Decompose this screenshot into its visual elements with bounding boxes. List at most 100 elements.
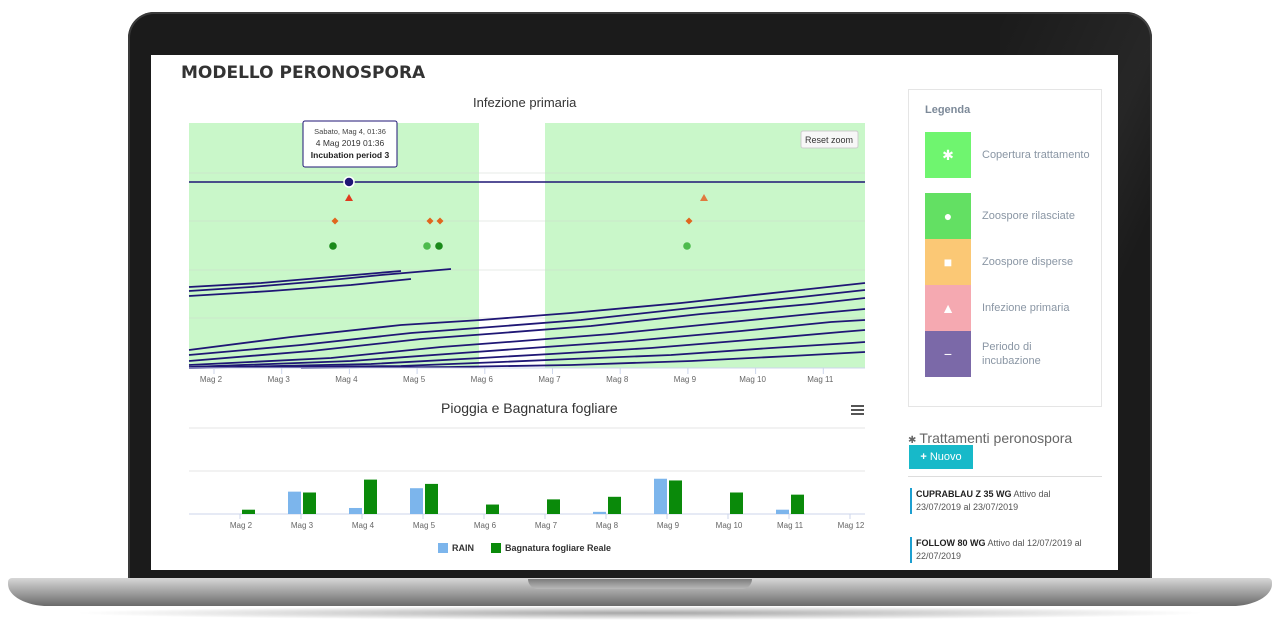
zoospore-released-marker[interactable]: [423, 242, 431, 250]
legend-item-zoospore-disperse: ■ Zoospore disperse: [925, 239, 1095, 285]
series-line: [188, 297, 866, 362]
x-tick-label: Mag 7: [538, 375, 561, 384]
x-tick-label: Mag 11: [777, 521, 804, 530]
rain-bar[interactable]: [593, 511, 606, 514]
legend-item-incubazione: − Periodo di incubazione: [925, 331, 1095, 377]
x-tick-label: Mag 2: [230, 521, 253, 530]
x-tick-label: Mag 3: [268, 375, 291, 384]
legend-panel: Legenda ✱ Copertura trattamento ● Zoospo…: [908, 89, 1102, 407]
laptop-notch: [528, 579, 752, 589]
zoospore-dispersed-marker[interactable]: [331, 217, 339, 225]
legend-wetness-swatch: [491, 543, 501, 553]
circle-icon: ●: [925, 193, 971, 239]
new-treatment-button[interactable]: + Nuovo: [909, 445, 973, 469]
zoospore-released-marker[interactable]: [435, 242, 443, 250]
reset-zoom-button[interactable]: Reset zoom: [800, 130, 859, 149]
page-title: MODELLO PERONOSPORA: [181, 63, 426, 83]
laptop-shadow: [70, 606, 1210, 620]
legend-item-copertura: ✱ Copertura trattamento: [925, 132, 1095, 178]
tooltip-line2: Incubation period 3: [311, 150, 390, 160]
x-tick-label: Mag 4: [335, 375, 358, 384]
wetness-bar[interactable]: [425, 483, 438, 514]
zoospore-released-marker[interactable]: [683, 242, 691, 250]
series-line: [188, 289, 866, 356]
infection-chart[interactable]: Mag 2 Mag 3 Mag 4 Mag 5 Mag 6 Mag 7 Mag 8 Mag 9…: [151, 115, 891, 395]
rain-wetness-chart[interactable]: Mag 2 Mag 3 Mag 4 Mag 5 Mag 6 Mag 7 Mag 8 Mag 9…: [151, 420, 891, 570]
treatment-name: FOLLOW 80 WG: [916, 538, 986, 548]
legend-label-zoospore-disperse: Zoospore disperse: [982, 256, 1074, 268]
series-line: [188, 270, 402, 288]
treatment-item-follow[interactable]: FOLLOW 80 WG Attivo dal 12/07/2019 al 22…: [910, 537, 1094, 563]
x-tick-label: Mag 3: [291, 521, 314, 530]
wetness-bar[interactable]: [608, 496, 621, 514]
wetness-bar[interactable]: [547, 499, 560, 514]
new-treatment-label: Nuovo: [929, 451, 962, 463]
legend-rain-label[interactable]: RAIN: [452, 543, 474, 553]
coverage-band: [545, 123, 865, 368]
tooltip-point[interactable]: [343, 176, 355, 188]
zoospore-dispersed-marker[interactable]: [436, 217, 444, 225]
chart-tooltip: Sabato, Mag 4, 01:36 4 Mag 2019 01:36 In…: [302, 120, 398, 168]
series-line: [188, 268, 452, 292]
tooltip-header: Sabato, Mag 4, 01:36: [314, 127, 386, 136]
bug-icon: ✱: [908, 435, 917, 446]
legend-label-zoospore-rilasciate: Zoospore rilasciate: [982, 210, 1075, 222]
chart1-title: Infezione primaria: [473, 95, 577, 110]
treatment-dates: Attivo dal 12/07/2019 al 22/07/2019: [916, 538, 1082, 561]
plus-icon: +: [920, 451, 927, 463]
wetness-bar[interactable]: [364, 479, 377, 514]
treatment-name: CUPRABLAU Z 35 WG: [916, 489, 1012, 499]
infection-marker[interactable]: [700, 194, 708, 201]
bug-icon: ✱: [925, 132, 971, 178]
rain-bar[interactable]: [288, 491, 301, 514]
wetness-bar[interactable]: [730, 492, 743, 515]
series-line: [188, 308, 866, 366]
zoospore-released-marker[interactable]: [329, 242, 337, 250]
x-tick-label: Mag 5: [413, 521, 436, 530]
rain-bar[interactable]: [349, 507, 362, 514]
legend-title: Legenda: [925, 104, 971, 116]
series-line: [188, 278, 412, 297]
wetness-bar[interactable]: [486, 504, 499, 514]
legend-rain-swatch: [438, 543, 448, 553]
divider: [908, 476, 1102, 477]
wetness-bar[interactable]: [669, 480, 682, 514]
wetness-bar[interactable]: [303, 492, 316, 515]
series-line: [300, 351, 866, 369]
legend-wetness-label[interactable]: Bagnatura fogliare Reale: [505, 543, 611, 553]
series-line: [188, 319, 866, 368]
x-tick-label: Mag 5: [403, 375, 426, 384]
series-line: [188, 329, 866, 369]
rain-bar[interactable]: [776, 509, 789, 514]
x-tick-label: Mag 10: [739, 375, 766, 384]
wetness-bar[interactable]: [242, 509, 255, 514]
series-line: [188, 341, 866, 369]
x-tick-label: Mag 6: [471, 375, 494, 384]
x-tick-label: Mag 8: [596, 521, 619, 530]
reset-zoom-label: Reset zoom: [805, 135, 853, 145]
infection-marker[interactable]: [345, 194, 353, 201]
treatment-dates: Attivo dal 23/07/2019 al 23/07/2019: [916, 489, 1051, 512]
legend-item-zoospore-rilasciate: ● Zoospore rilasciate: [925, 193, 1095, 239]
x-tick-label: Mag 11: [807, 375, 834, 384]
treatment-item-cuprablau[interactable]: CUPRABLAU Z 35 WG Attivo dal 23/07/2019 …: [910, 488, 1094, 514]
chart2-title: Pioggia e Bagnatura fogliare: [441, 400, 618, 416]
minus-icon: −: [925, 331, 971, 377]
treatments-header-label: Trattamenti peronospora: [919, 430, 1073, 446]
square-icon: ■: [925, 239, 971, 285]
zoospore-dispersed-marker[interactable]: [685, 217, 693, 225]
warning-icon: ▲: [925, 285, 971, 331]
rain-bar[interactable]: [410, 488, 423, 514]
x-tick-label: Mag 2: [200, 375, 223, 384]
tooltip-line1: 4 Mag 2019 01:36: [316, 138, 385, 148]
chart2-legend: RAIN Bagnatura fogliare Reale: [438, 543, 611, 553]
x-tick-label: Mag 9: [674, 375, 697, 384]
rain-bar[interactable]: [654, 478, 667, 514]
x-tick-label: Mag 10: [716, 521, 743, 530]
legend-label-copertura: Copertura trattamento: [982, 149, 1090, 161]
legend-label-infezione: Infezione primaria: [982, 302, 1070, 314]
series-line: [188, 282, 866, 351]
wetness-bar[interactable]: [791, 494, 804, 514]
menu-icon[interactable]: [851, 405, 864, 415]
zoospore-dispersed-marker[interactable]: [426, 217, 434, 225]
